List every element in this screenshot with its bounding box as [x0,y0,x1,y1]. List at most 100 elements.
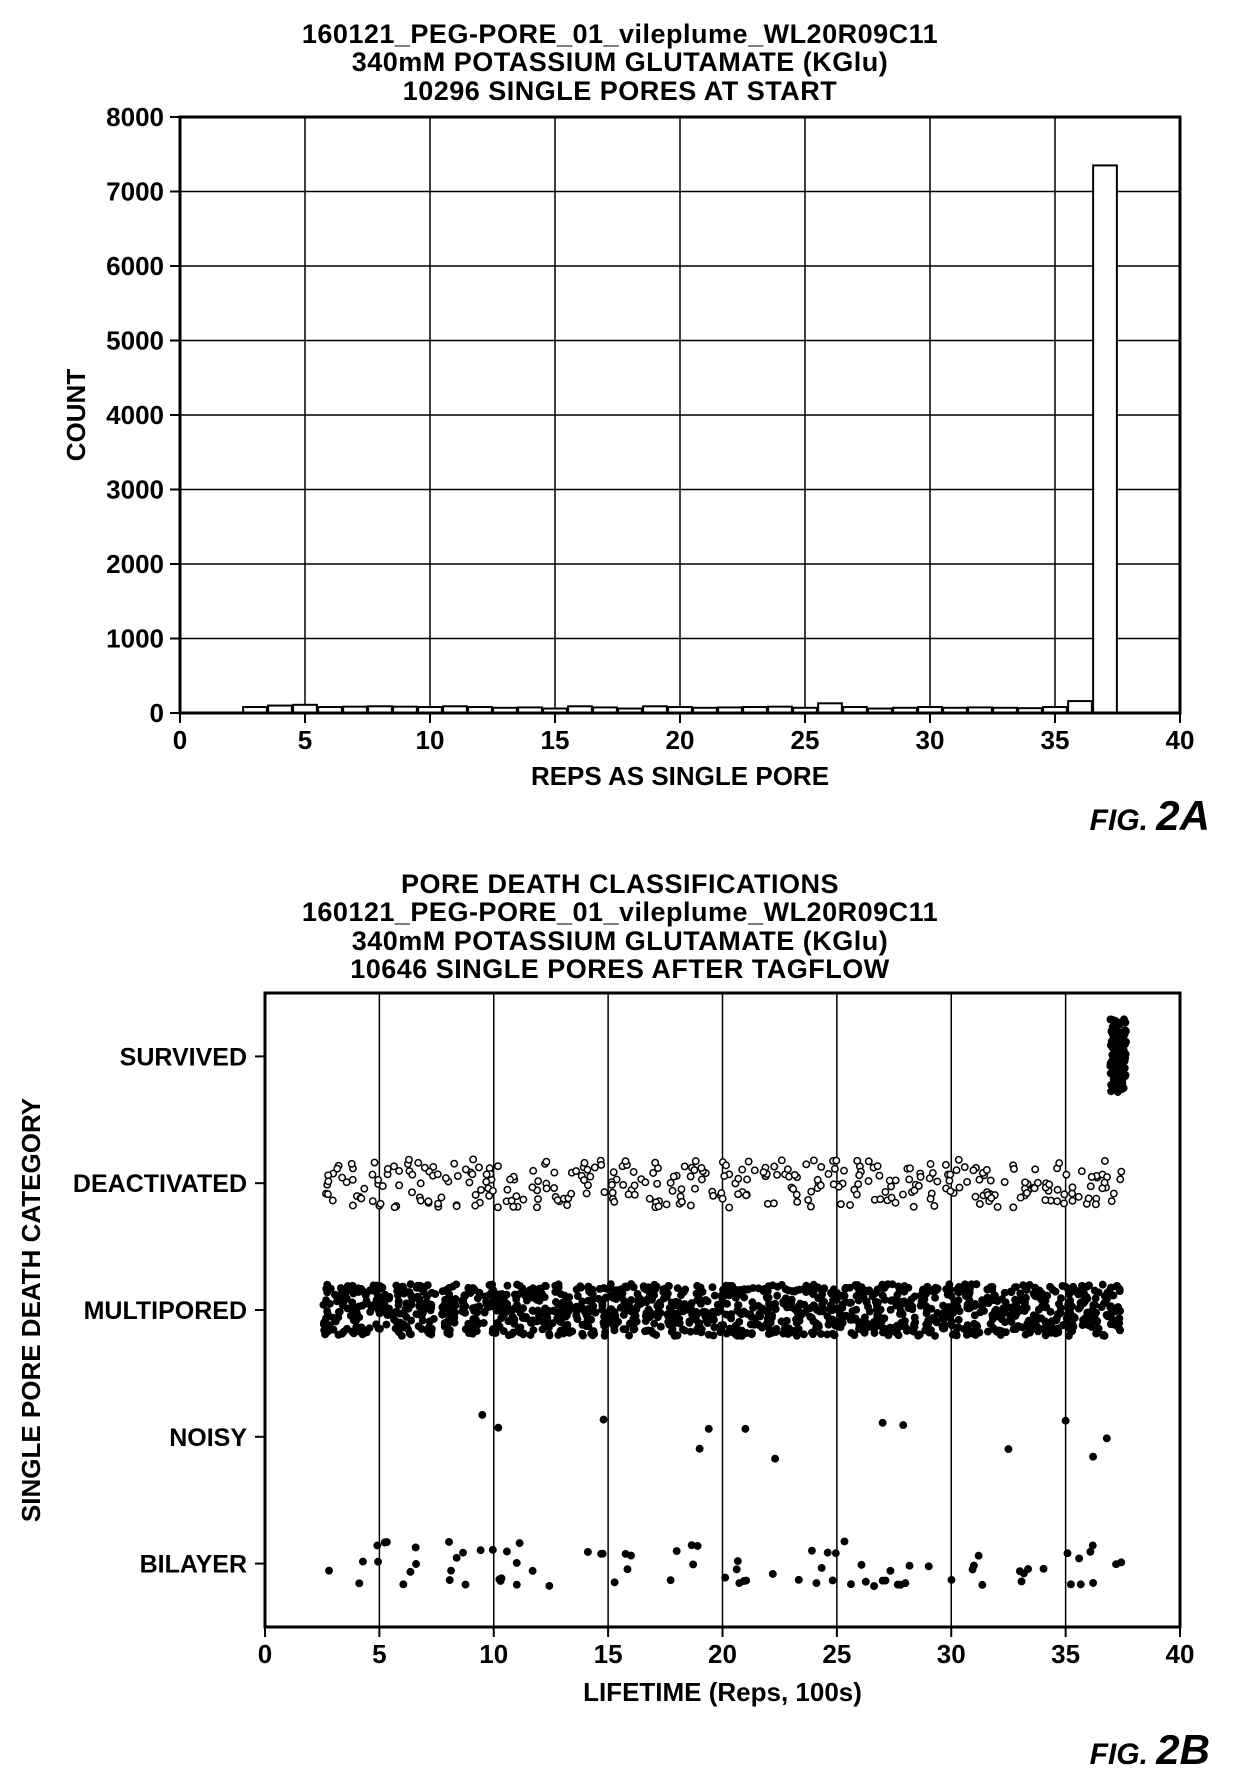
scatter-point [1092,1302,1098,1308]
scatter-point [855,1298,861,1304]
y-axis-label: SINGLE PORE DEATH CATEGORY [16,1098,46,1522]
scatter-point [865,1178,871,1184]
scatter-point [622,1284,628,1290]
scatter-point [510,1204,516,1210]
scatter-point [579,1331,585,1337]
scatter-point [766,1305,772,1311]
scatter-point [943,1162,949,1168]
scatter-point [875,1300,881,1306]
scatter-point [895,1582,901,1588]
scatter-point [651,1321,657,1327]
x-tick-label: 25 [822,1639,851,1669]
scatter-point [709,1284,715,1290]
scatter-point [534,1204,540,1210]
scatter-point [530,1168,536,1174]
scatter-point [344,1296,350,1302]
scatter-point [858,1562,864,1568]
scatter-point [808,1204,814,1210]
scatter-point [994,1329,1000,1335]
scatter-point [611,1199,617,1205]
scatter-point [696,1298,702,1304]
scatter-point [874,1307,880,1313]
scatter-point [1062,1418,1068,1424]
scatter-point [735,1302,741,1308]
scatter-point [924,1284,930,1290]
scatter-point [429,1326,435,1332]
scatter-point [520,1197,526,1203]
scatter-point [360,1559,366,1565]
scatter-point [552,1283,558,1289]
x-tick-label: 20 [666,725,695,755]
scatter-point [987,1321,993,1327]
scatter-point [819,1292,825,1298]
scatter-point [573,1168,579,1174]
scatter-point [1042,1197,1048,1203]
scatter-point [1111,1191,1117,1197]
fig-2b-title-2: 160121_PEG-PORE_01_vileplume_WL20R09C11 [0,898,1240,926]
scatter-point [1089,1174,1095,1180]
scatter-point [691,1167,697,1173]
scatter-point [581,1177,587,1183]
scatter-point [528,1320,534,1326]
scatter-point [1061,1192,1067,1198]
x-tick-label: 0 [258,1639,272,1669]
scatter-point [551,1308,557,1314]
scatter-point [1001,1179,1007,1185]
scatter-point [694,1283,700,1289]
scatter-point [841,1293,847,1299]
scatter-point [767,1318,773,1324]
scatter-point [821,1285,827,1291]
scatter-point [669,1326,675,1332]
scatter-point [1120,1059,1126,1065]
scatter-point [1024,1190,1030,1196]
scatter-point [383,1322,389,1328]
scatter-point [504,1549,510,1555]
scatter-point [770,1571,776,1577]
scatter-point [834,1306,840,1312]
scatter-point [737,1292,743,1298]
scatter-point [651,1282,657,1288]
scatter-point [1084,1310,1090,1316]
scatter-point [1103,1295,1109,1301]
scatter-point [787,1304,793,1310]
scatter-point [977,1201,983,1207]
scatter-point [1110,1027,1116,1033]
scatter-point [696,1446,702,1452]
scatter-point [962,1164,968,1170]
scatter-point [495,1204,501,1210]
scatter-point [655,1204,661,1210]
scatter-point [785,1167,791,1173]
scatter-point [507,1177,513,1183]
scatter-point [908,1297,914,1303]
scatter-point [863,1320,869,1326]
scatter-point [453,1555,459,1561]
scatter-point [544,1315,550,1321]
scatter-point [854,1282,860,1288]
x-tick-label: 5 [298,725,312,755]
scatter-point [415,1160,421,1166]
scatter-point [413,1561,419,1567]
scatter-point [1032,1166,1038,1172]
scatter-point [619,1290,625,1296]
scatter-point [516,1291,522,1297]
x-tick-label: 35 [1041,725,1070,755]
scatter-point [975,1553,981,1559]
scatter-point [585,1323,591,1329]
scatter-point [1038,1305,1044,1311]
scatter-point [1084,1284,1090,1290]
scatter-point [546,1583,552,1589]
scatter-point [598,1162,604,1168]
scatter-point [513,1193,519,1199]
scatter-point [666,1283,672,1289]
scatter-point [600,1417,606,1423]
scatter-point [1079,1168,1085,1174]
scatter-point [724,1331,730,1337]
scatter-point [416,1296,422,1302]
scatter-point [1093,1202,1099,1208]
x-tick-label: 40 [1166,1639,1195,1669]
scatter-point [429,1290,435,1296]
scatter-point [692,1186,698,1192]
scatter-point [1095,1326,1101,1332]
scatter-point [1113,1076,1119,1082]
scatter-point [774,1293,780,1299]
